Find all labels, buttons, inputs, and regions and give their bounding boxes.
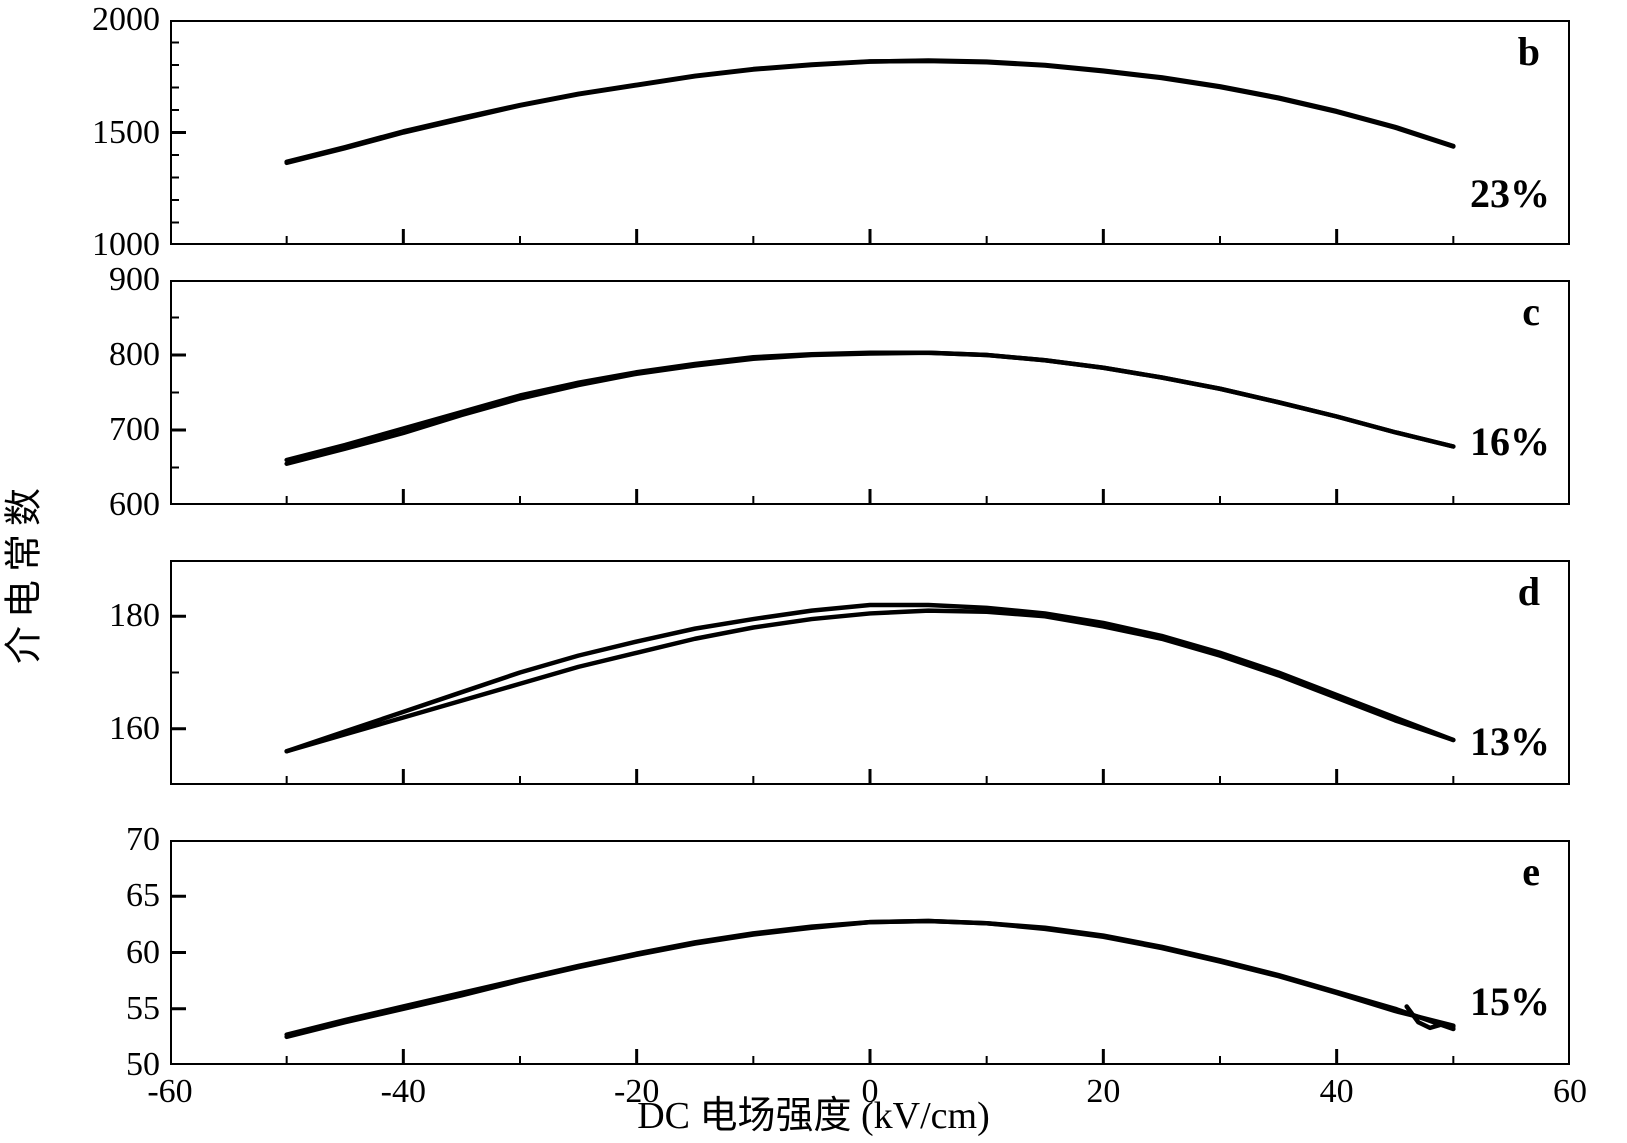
panel-letter: e [1522, 848, 1540, 895]
series-line [287, 605, 1454, 751]
panel-b: 100015002000b23% [170, 20, 1570, 245]
series-line [287, 61, 1454, 163]
panel-svg [170, 560, 1570, 785]
series-line [287, 611, 1454, 752]
panel-letter: d [1518, 568, 1540, 615]
y-tick-label: 70 [126, 821, 160, 859]
panel-svg [170, 280, 1570, 505]
series-line [287, 921, 1454, 1035]
x-axis-title: DC 电场强度 (kV/cm) [637, 1084, 990, 1139]
y-axis-title: 介电常数 [0, 479, 48, 663]
series-line [287, 353, 1454, 464]
y-tick-label: 65 [126, 877, 160, 915]
y-tick-label: 700 [109, 411, 160, 449]
panel-percent-label: 13% [1470, 718, 1550, 765]
x-tick-label: 0 [862, 1073, 879, 1111]
y-tick-label: 600 [109, 486, 160, 524]
series-line [287, 353, 1454, 460]
y-tick-label: 1500 [92, 114, 160, 152]
y-tick-label: 160 [109, 710, 160, 748]
panel-svg [170, 20, 1570, 245]
panel-svg [170, 840, 1570, 1065]
x-tick-label: 40 [1320, 1073, 1354, 1111]
x-tick-label: -60 [147, 1073, 192, 1111]
y-tick-label: 180 [109, 597, 160, 635]
x-tick-label: -20 [614, 1073, 659, 1111]
panel-letter: c [1522, 288, 1540, 335]
y-tick-label: 900 [109, 261, 160, 299]
x-tick-label: 60 [1553, 1073, 1587, 1111]
panel-percent-label: 15% [1470, 978, 1550, 1025]
y-tick-label: 800 [109, 336, 160, 374]
panel-c: 600700800900c16% [170, 280, 1570, 505]
y-tick-label: 55 [126, 990, 160, 1028]
y-tick-label: 60 [126, 934, 160, 972]
panel-letter: b [1518, 28, 1540, 75]
x-tick-label: 20 [1086, 1073, 1120, 1111]
series-line [287, 921, 1454, 1037]
panel-d: 160180d13% [170, 560, 1570, 785]
series-line [287, 61, 1454, 162]
panel-e: 5055606570-60-40-200204060e15% [170, 840, 1570, 1065]
figure-root: 介电常数 DC 电场强度 (kV/cm) 100015002000b23%600… [0, 0, 1627, 1143]
panel-percent-label: 23% [1470, 170, 1550, 217]
series-line [1407, 1007, 1454, 1028]
y-tick-label: 1000 [92, 226, 160, 264]
x-tick-label: -40 [381, 1073, 426, 1111]
y-tick-label: 2000 [92, 1, 160, 39]
panel-percent-label: 16% [1470, 418, 1550, 465]
